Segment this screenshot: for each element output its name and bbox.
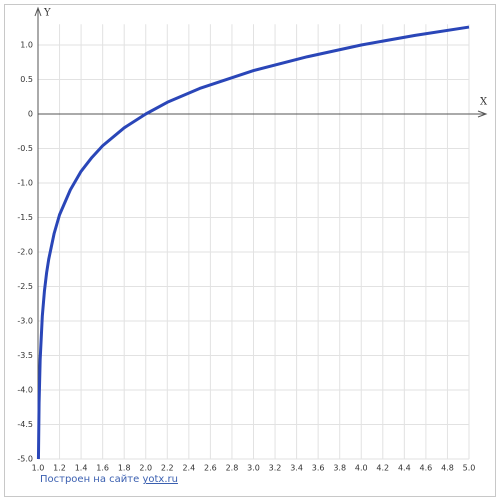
y-tick-label: -1.0 bbox=[17, 179, 33, 188]
x-tick-label: 4.0 bbox=[355, 464, 368, 473]
grid bbox=[37, 24, 470, 460]
x-tick-label: 3.0 bbox=[247, 464, 260, 473]
y-tick-label: -5.0 bbox=[17, 455, 33, 464]
x-tick-label: 4.6 bbox=[420, 464, 433, 473]
x-tick-label: 5.0 bbox=[463, 464, 476, 473]
y-tick-label: 0.5 bbox=[20, 75, 33, 84]
footer: Построен на сайте yotx.ru bbox=[40, 474, 178, 485]
x-tick-label: 1.6 bbox=[96, 464, 109, 473]
y-tick-label: -3.5 bbox=[17, 351, 33, 360]
x-tick-label: 2.0 bbox=[139, 464, 152, 473]
x-tick-label: 1.2 bbox=[53, 464, 66, 473]
y-tick-label: -2.0 bbox=[17, 248, 33, 257]
x-tick-label: 2.2 bbox=[161, 464, 174, 473]
y-axis-label: Y bbox=[43, 8, 51, 19]
footer-link[interactable]: yotx.ru bbox=[142, 474, 178, 485]
x-tick-label: 1.8 bbox=[118, 464, 131, 473]
x-axis-label: X bbox=[480, 97, 488, 108]
x-tick-label: 1.0 bbox=[32, 464, 45, 473]
y-tick-label: -1.5 bbox=[17, 213, 33, 222]
y-tick-label: 1.0 bbox=[20, 41, 33, 50]
y-tick-label: -3.0 bbox=[17, 317, 33, 326]
x-tick-label: 3.2 bbox=[269, 464, 282, 473]
x-tick-label: 3.8 bbox=[333, 464, 346, 473]
footer-text: Построен на сайте bbox=[40, 474, 140, 485]
x-tick-label: 2.4 bbox=[182, 464, 195, 473]
x-tick-label: 3.6 bbox=[312, 464, 325, 473]
y-arrow bbox=[34, 6, 42, 17]
x-arrow bbox=[477, 110, 488, 118]
x-tick-label: 2.8 bbox=[226, 464, 239, 473]
x-tick-label: 4.2 bbox=[376, 464, 389, 473]
y-tick-label: -0.5 bbox=[17, 144, 33, 153]
y-tick-label: -2.5 bbox=[17, 282, 33, 291]
x-tick-label: 3.4 bbox=[290, 464, 303, 473]
x-tick-label: 4.4 bbox=[398, 464, 411, 473]
frame bbox=[4, 4, 496, 497]
y-tick-label: -4.0 bbox=[17, 386, 33, 395]
x-tick-label: 1.4 bbox=[75, 464, 88, 473]
data-line bbox=[36, 25, 470, 460]
y-tick-label: 0 bbox=[28, 110, 33, 119]
y-tick-label: -4.5 bbox=[17, 420, 33, 429]
x-tick-label: 4.8 bbox=[441, 464, 454, 473]
x-tick-label: 2.6 bbox=[204, 464, 217, 473]
